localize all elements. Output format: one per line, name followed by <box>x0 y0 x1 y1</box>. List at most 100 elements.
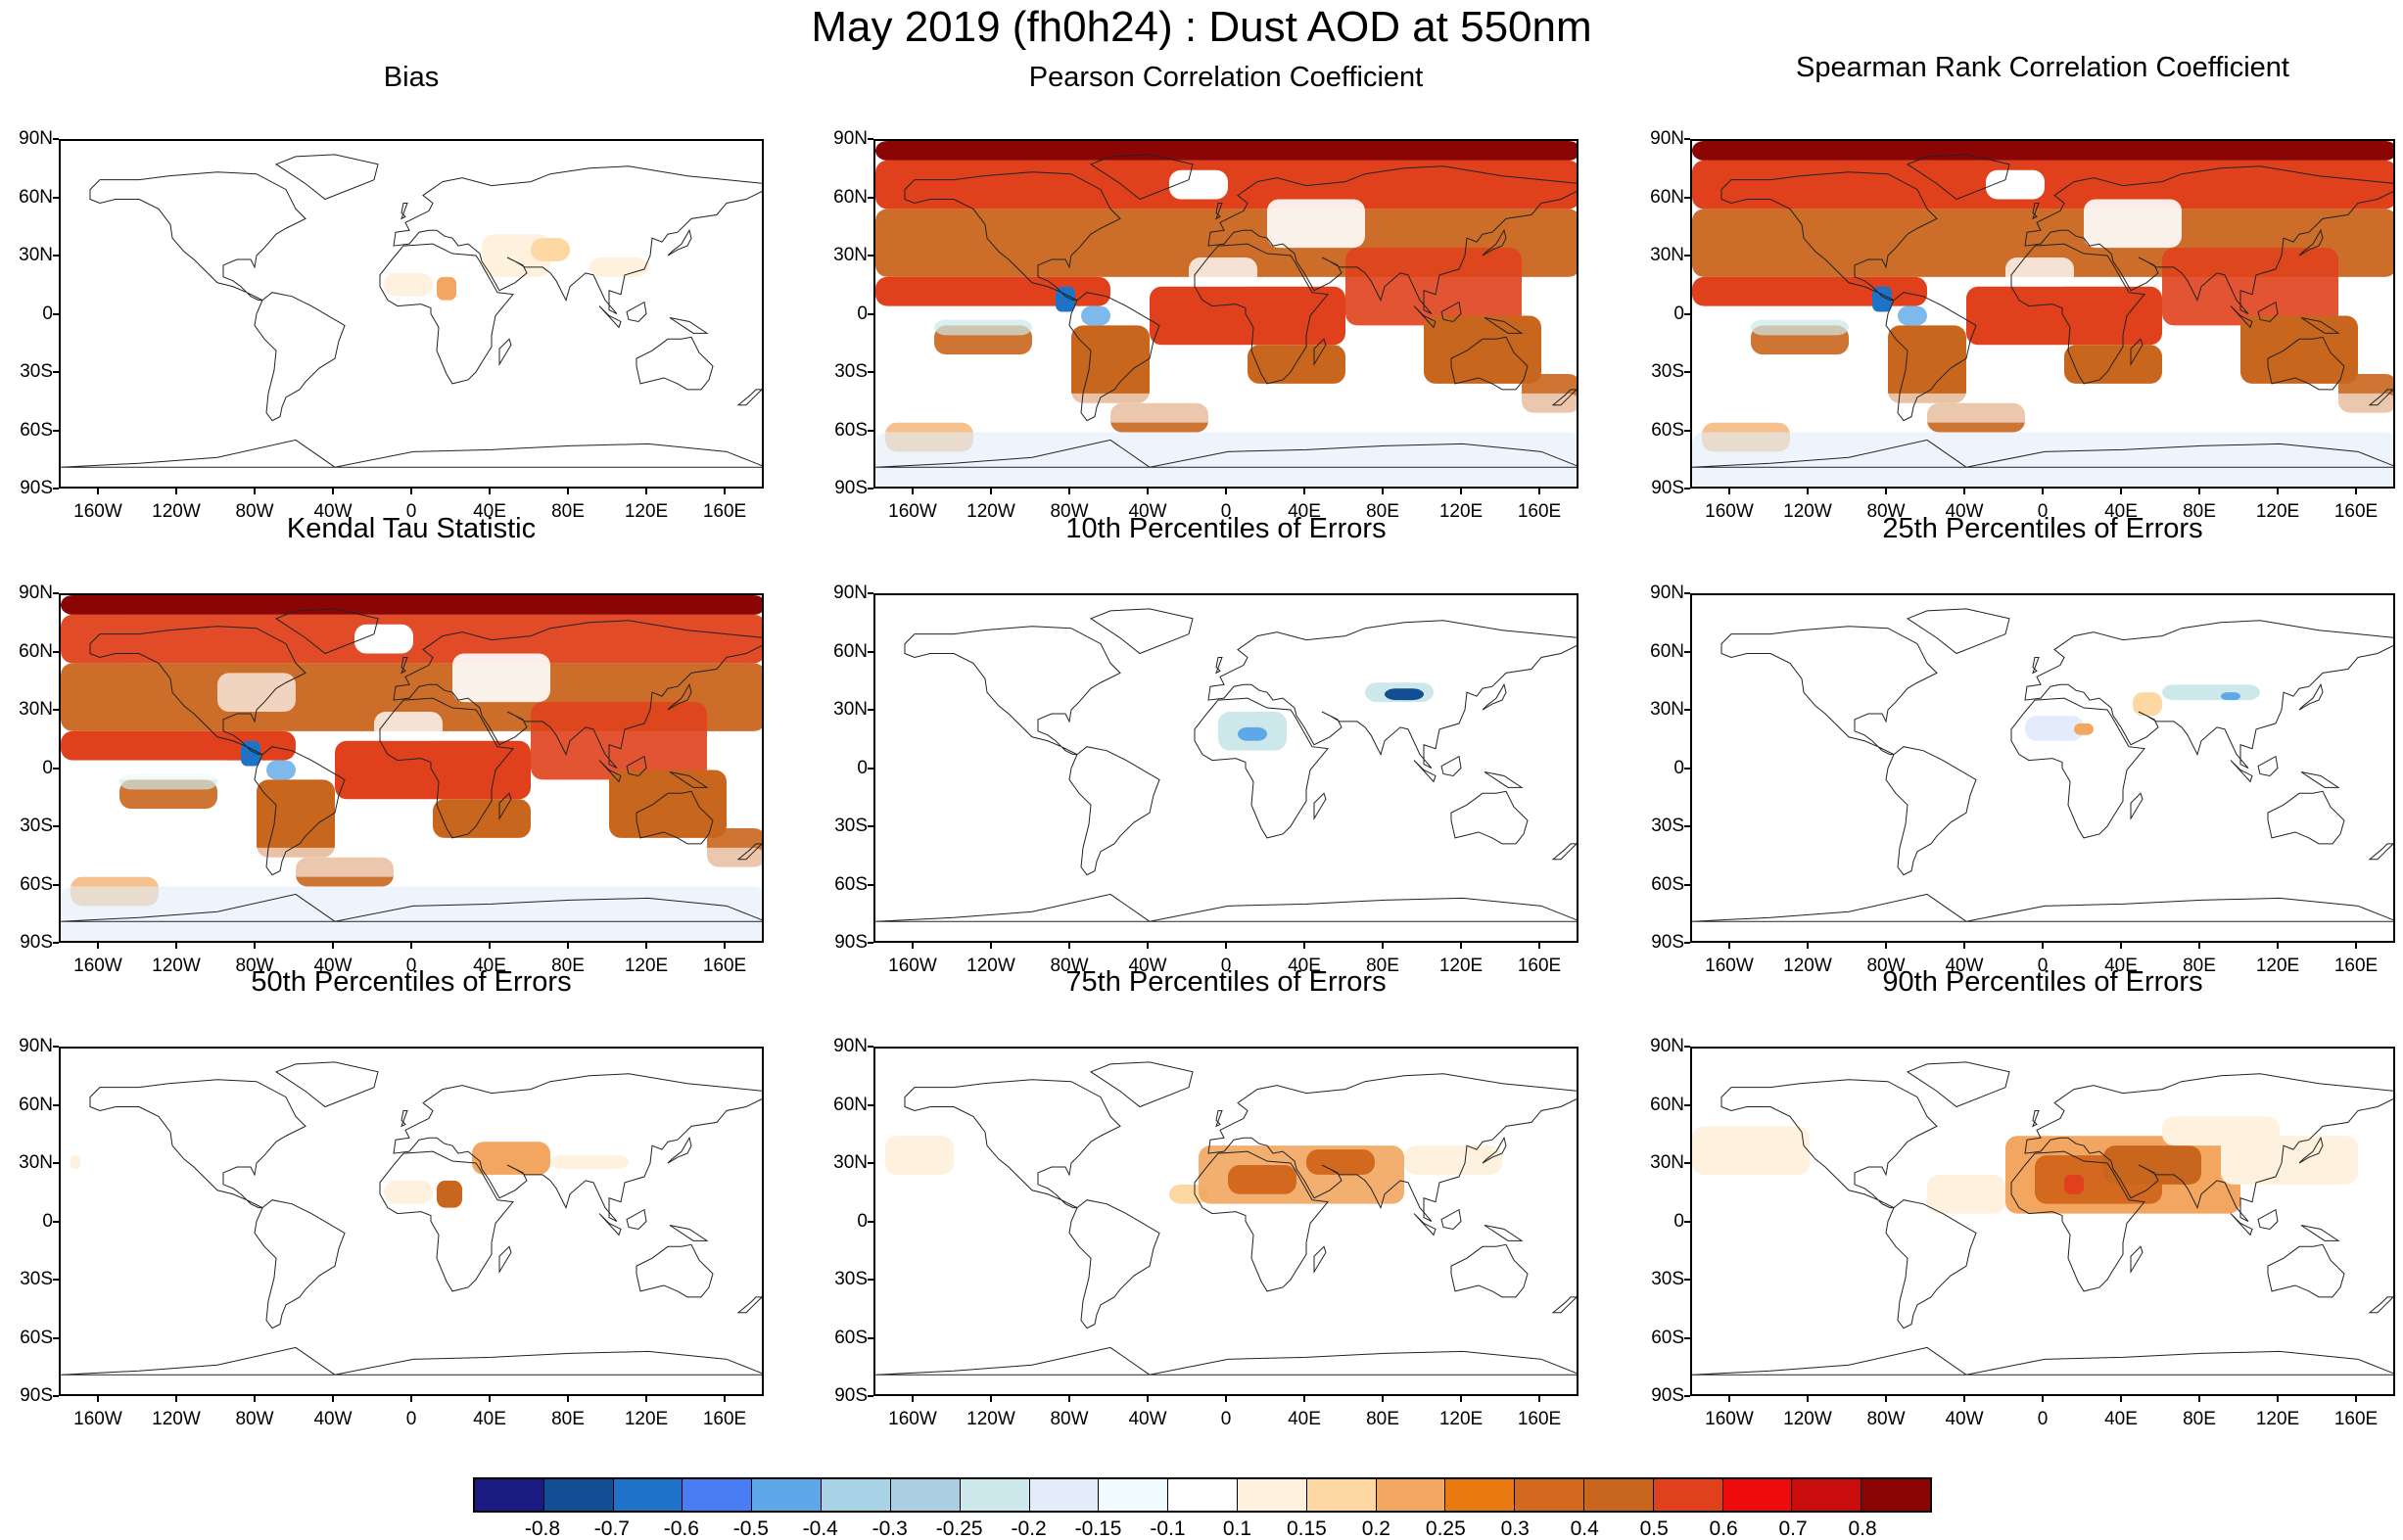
lon-tick-label: 160W <box>73 501 122 522</box>
field-cell <box>1424 315 1541 384</box>
lat-tick-label: 0 <box>857 757 868 778</box>
lon-tick <box>1068 1396 1070 1402</box>
coastline <box>736 389 762 406</box>
lon-tick <box>1147 1396 1149 1402</box>
coastline <box>1450 1243 1529 1298</box>
lat-tick-label: 60S <box>20 419 53 441</box>
lat-tick <box>1684 592 1690 594</box>
field-cell <box>1692 393 2393 423</box>
lat-tick <box>868 1162 873 1164</box>
lon-tick <box>1538 1396 1540 1402</box>
lat-tick <box>868 255 873 257</box>
lon-tick <box>645 1396 647 1402</box>
lat-tick-label: 60N <box>19 1094 53 1115</box>
field-cell <box>2025 715 2084 741</box>
coastline <box>667 1136 692 1164</box>
lat-tick <box>53 255 59 257</box>
lon-tick <box>489 1396 491 1402</box>
field-cell <box>2162 248 2338 326</box>
lat-tick <box>868 1279 873 1281</box>
lat-tick <box>868 371 873 373</box>
coastline <box>1885 292 1977 422</box>
lat-tick <box>1684 196 1690 199</box>
lon-tick-label: 120E <box>1438 501 1484 522</box>
field-cell <box>550 1155 629 1169</box>
lat-tick-label: 60S <box>834 419 868 441</box>
coastline <box>1089 154 1194 201</box>
coastline <box>598 305 622 329</box>
lon-tick <box>1885 1396 1887 1402</box>
map-svg <box>875 608 1577 922</box>
lat-tick <box>53 883 59 886</box>
lon-tick <box>410 489 412 494</box>
lon-tick <box>1147 489 1149 494</box>
lon-tick <box>1068 943 1070 949</box>
lon-tick-label: 160W <box>1705 501 1754 522</box>
map-panel <box>59 139 764 489</box>
field-cell <box>1898 305 1927 326</box>
field-cell <box>2064 1174 2084 1194</box>
coastline <box>254 292 346 422</box>
lon-tick-label: 0 <box>1220 1409 1232 1429</box>
map-svg <box>1692 608 2393 922</box>
lon-tick-label: 160W <box>888 1409 937 1429</box>
lon-tick <box>1728 489 1730 494</box>
coastline <box>1313 792 1327 820</box>
lon-tick <box>332 489 334 494</box>
coastline <box>1089 608 1194 655</box>
coastline <box>1692 439 2393 468</box>
lon-tick <box>332 943 334 949</box>
field-cell <box>875 393 1577 423</box>
coastline <box>274 154 379 201</box>
lon-tick-label: 0 <box>405 1409 417 1429</box>
field-cell <box>1692 432 2393 487</box>
field-cell <box>217 673 296 712</box>
lon-tick <box>990 489 992 494</box>
lon-tick-label: 80E <box>2183 956 2216 976</box>
coastline <box>1413 1213 1437 1237</box>
lon-tick-label: 120W <box>1783 1409 1832 1429</box>
lon-tick <box>489 943 491 949</box>
coastline <box>1207 620 1577 769</box>
lon-tick-label: 80W <box>1050 1409 1089 1429</box>
coastline <box>1313 338 1327 366</box>
coastline <box>2300 316 2340 334</box>
lon-tick <box>2120 943 2122 949</box>
lon-tick-label: 120E <box>2255 1409 2300 1429</box>
lon-tick <box>724 1396 726 1402</box>
lon-tick <box>2042 489 2044 494</box>
colorbar-label: -0.25 <box>935 1517 983 1540</box>
lon-tick-label: 40W <box>1128 1409 1167 1429</box>
colorbar-swatch <box>1029 1479 1100 1511</box>
field-cell <box>1189 257 1257 287</box>
coastline <box>2368 1296 2393 1314</box>
colorbar-swatch <box>543 1479 614 1511</box>
lat-tick <box>53 1279 59 1281</box>
coastline <box>2010 697 2145 839</box>
field-cell <box>257 779 335 858</box>
lon-tick-label: 160E <box>1517 501 1562 522</box>
lat-tick-label: 90N <box>833 1036 868 1056</box>
lon-tick-label: 160E <box>702 1409 747 1429</box>
coastline <box>379 1150 514 1292</box>
colorbar-swatch <box>960 1479 1030 1511</box>
lon-tick <box>175 943 177 949</box>
lat-tick-label: 60N <box>19 640 53 662</box>
coastline <box>1551 843 1577 861</box>
lat-tick-label: 30N <box>19 245 53 265</box>
lat-tick <box>53 825 59 827</box>
field-cell <box>472 1142 550 1175</box>
coastline <box>2230 760 2253 783</box>
lon-tick <box>567 943 569 949</box>
coastline <box>1440 301 1462 322</box>
coastline <box>636 336 714 391</box>
lat-tick <box>53 488 59 490</box>
colorbar-label: -0.5 <box>732 1517 769 1540</box>
lon-tick <box>2355 489 2357 494</box>
lon-tick <box>410 943 412 949</box>
lat-tick <box>868 488 873 490</box>
field-cell <box>241 740 260 767</box>
coastline <box>2300 770 2340 788</box>
lat-tick <box>868 312 873 315</box>
lon-tick <box>1303 489 1305 494</box>
